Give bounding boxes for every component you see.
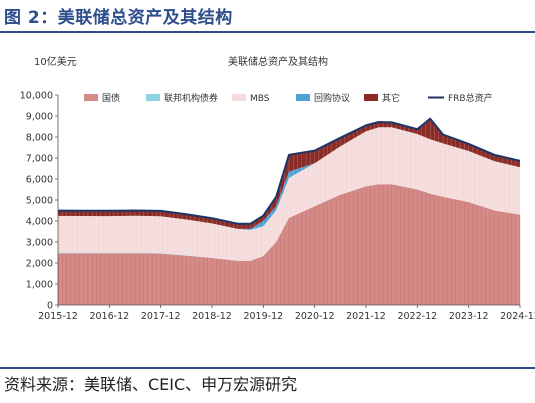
axes: 0 1,000 2,000 3,000 4,000 5,000 6,000 7,000 8,00… bbox=[20, 91, 535, 323]
y-tick-label: 1,000 bbox=[26, 280, 53, 291]
series-area-1 bbox=[58, 184, 520, 261]
x-tick-label: 2022-12 bbox=[397, 311, 437, 322]
source-rule bbox=[0, 367, 535, 369]
legend-label-3: 回购协议 bbox=[314, 92, 350, 104]
y-tick-label: 10,000 bbox=[20, 91, 53, 102]
x-tick-label: 2020-12 bbox=[295, 311, 335, 322]
chart: 10亿美元 美联储总资产及其结构 国债 联邦机构债券 MBS 回购协议 其它 FRB总资产… bbox=[20, 55, 535, 323]
plot-area bbox=[57, 117, 521, 305]
legend-label-line: FRB总资产 bbox=[448, 92, 493, 104]
x-tick-label: 2019-12 bbox=[243, 311, 283, 322]
y-tick-label: 8,000 bbox=[26, 133, 53, 144]
legend-swatch-0 bbox=[84, 94, 98, 101]
legend-swatch-1 bbox=[146, 94, 160, 101]
y-tick-label: 9,000 bbox=[26, 112, 53, 123]
source-note: 资料来源：美联储、CEIC、申万宏源研究 bbox=[4, 375, 298, 394]
legend-label-0: 国债 bbox=[102, 92, 120, 104]
figure-title: 图 2：美联储总资产及其结构 bbox=[4, 8, 233, 28]
x-tick-label: 2017-12 bbox=[141, 311, 181, 322]
x-tick-label: 2023-12 bbox=[449, 311, 489, 322]
title-rule bbox=[0, 31, 535, 33]
y-tick-label: 4,000 bbox=[26, 217, 53, 228]
legend-label-2: MBS bbox=[250, 94, 270, 104]
y-tick-label: 5,000 bbox=[26, 196, 53, 207]
y-tick-label: 7,000 bbox=[26, 154, 53, 165]
bar-texture bbox=[57, 118, 521, 305]
legend-label-4: 其它 bbox=[382, 92, 400, 104]
x-tick-label: 2024-12 bbox=[500, 311, 535, 322]
legend-swatch-4 bbox=[364, 94, 378, 101]
total-assets-line bbox=[57, 117, 521, 225]
y-axis-unit-label: 10亿美元 bbox=[34, 55, 77, 68]
x-tick-label: 2021-12 bbox=[346, 311, 386, 322]
legend-label-1: 联邦机构债券 bbox=[164, 92, 218, 104]
x-tick-label: 2015-12 bbox=[38, 311, 78, 322]
legend-swatch-2 bbox=[232, 94, 246, 101]
y-tick-label: 2,000 bbox=[26, 259, 53, 270]
y-tick-label: 6,000 bbox=[26, 175, 53, 186]
y-tick-label: 0 bbox=[47, 301, 53, 312]
x-tick-label: 2016-12 bbox=[89, 311, 129, 322]
x-tick-label: 2018-12 bbox=[192, 311, 232, 322]
legend: 国债 联邦机构债券 MBS 回购协议 其它 FRB总资产 bbox=[84, 92, 493, 104]
y-tick-label: 3,000 bbox=[26, 238, 53, 249]
chart-title: 美联储总资产及其结构 bbox=[228, 55, 328, 68]
series-area-2 bbox=[58, 127, 520, 261]
legend-swatch-3 bbox=[296, 94, 310, 101]
